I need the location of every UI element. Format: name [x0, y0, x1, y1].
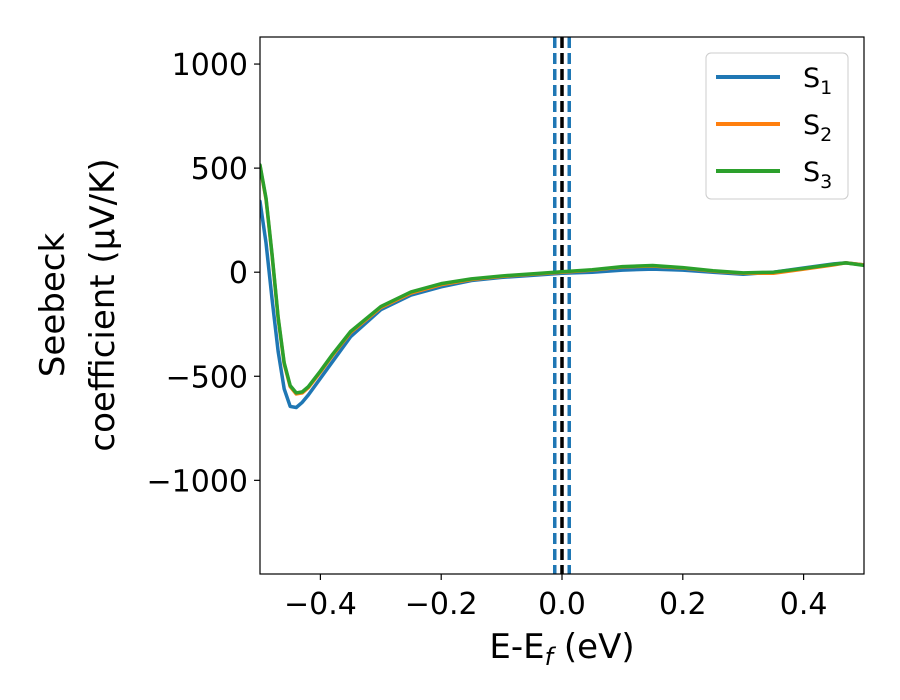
legend-label-s3: S3	[803, 157, 832, 193]
y-axis-title-line1: Seebeck	[33, 233, 73, 378]
y-tick-label: −1000	[147, 464, 248, 499]
x-axis-title: E-Ef (eV)	[489, 627, 634, 671]
x-tick-label: −0.4	[284, 587, 357, 622]
x-tick-label: 0.4	[780, 587, 828, 622]
legend: S1 S2 S3	[705, 52, 849, 200]
x-axis-title-main: E-E	[489, 627, 544, 667]
legend-label-s1: S1	[803, 63, 832, 99]
y-tick-label: −500	[166, 360, 248, 395]
y-axis-title-line2: coefficient (μV/K)	[83, 158, 123, 451]
y-tick-label: 1000	[172, 48, 248, 83]
legend-label-s2: S2	[803, 110, 832, 146]
series-line-s3	[260, 163, 864, 395]
x-tick-label: 0.0	[538, 587, 586, 622]
y-tick-label: 0	[229, 256, 248, 291]
y-tick-label: 500	[191, 152, 248, 187]
x-tick-label: 0.2	[659, 587, 707, 622]
x-axis-title-unit: (eV)	[553, 627, 635, 667]
x-tick-label: −0.2	[405, 587, 478, 622]
